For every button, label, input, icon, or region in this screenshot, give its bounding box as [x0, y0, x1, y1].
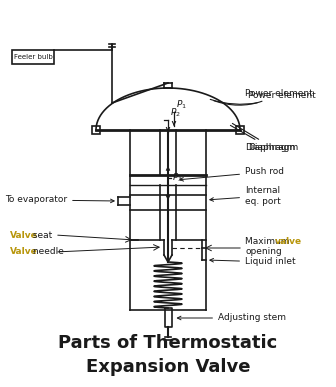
Text: Parts of Thermostatic
Expansion Valve: Parts of Thermostatic Expansion Valve: [58, 334, 278, 376]
Text: Maximum: Maximum: [245, 236, 292, 245]
Text: $P_3$: $P_3$: [172, 172, 183, 184]
Bar: [236, 126, 244, 134]
Text: Valve: Valve: [10, 231, 38, 240]
Text: seat: seat: [30, 231, 52, 240]
Text: Liquid inlet: Liquid inlet: [210, 257, 296, 267]
Text: opening: opening: [245, 248, 282, 257]
Bar: [92, 126, 100, 134]
Text: Diaphragm: Diaphragm: [233, 123, 298, 152]
Text: valve: valve: [275, 236, 302, 245]
Text: $P_2$: $P_2$: [170, 106, 181, 119]
Text: $P_1$: $P_1$: [176, 99, 187, 111]
Text: needle: needle: [30, 248, 64, 257]
Bar: [12, 50, 54, 64]
Text: Maximum valve: Maximum valve: [0, 386, 1, 387]
Text: To evaporator: To evaporator: [5, 195, 114, 204]
Text: Power element: Power element: [210, 91, 316, 104]
Text: Adjusting stem: Adjusting stem: [177, 313, 286, 322]
Text: Power element: Power element: [214, 89, 313, 105]
Text: Internal
eq. port: Internal eq. port: [210, 186, 281, 206]
Text: Feeler bulb: Feeler bulb: [14, 54, 52, 60]
Text: Push rod: Push rod: [180, 168, 284, 181]
Text: Valve: Valve: [10, 248, 38, 257]
Text: Diaphragm: Diaphragm: [230, 125, 295, 152]
